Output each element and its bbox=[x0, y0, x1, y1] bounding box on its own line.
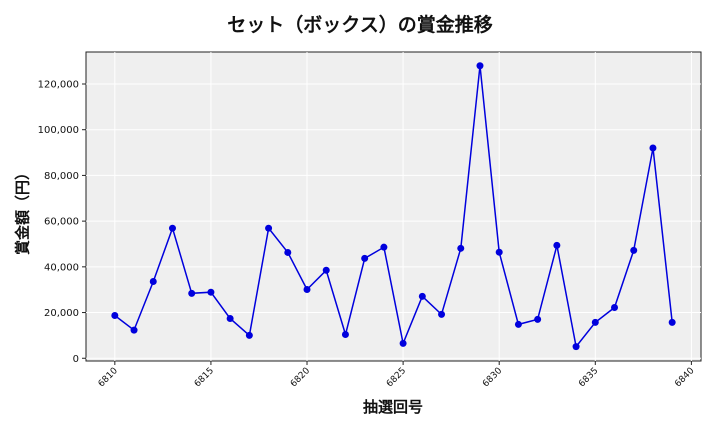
data-point bbox=[341, 330, 349, 338]
y-axis: 0 20,000 40,000 60,000 80,000 100,000 120,000 bbox=[38, 79, 86, 365]
x-tick-label: 6840 bbox=[673, 366, 696, 389]
data-point bbox=[226, 314, 234, 322]
x-tick-label: 6815 bbox=[193, 366, 216, 389]
data-point bbox=[649, 144, 657, 152]
data-point bbox=[130, 326, 138, 334]
data-point bbox=[630, 246, 638, 254]
data-point bbox=[611, 304, 619, 312]
data-point bbox=[322, 266, 330, 274]
data-point bbox=[361, 254, 369, 262]
data-point bbox=[476, 62, 484, 70]
data-point bbox=[495, 248, 503, 256]
grid-lines bbox=[86, 52, 701, 361]
data-point bbox=[534, 315, 542, 323]
data-point bbox=[207, 288, 215, 296]
y-tick-label: 0 bbox=[73, 354, 79, 365]
x-tick-label: 6810 bbox=[97, 366, 120, 389]
data-point bbox=[265, 224, 273, 232]
data-point bbox=[572, 343, 580, 351]
y-tick-label: 120,000 bbox=[38, 79, 79, 90]
data-point bbox=[380, 243, 388, 251]
data-point bbox=[399, 339, 407, 347]
y-tick-label: 60,000 bbox=[44, 217, 79, 228]
y-tick-label: 20,000 bbox=[44, 308, 79, 319]
x-tick-label: 6830 bbox=[481, 366, 504, 389]
data-point bbox=[168, 224, 176, 232]
y-tick-label: 80,000 bbox=[44, 171, 79, 182]
y-tick-label: 100,000 bbox=[38, 125, 79, 136]
x-tick-label: 6825 bbox=[385, 366, 408, 389]
data-point bbox=[553, 241, 561, 249]
data-point bbox=[438, 310, 446, 318]
chart-title: セット（ボックス）の賞金推移 bbox=[227, 14, 493, 36]
data-point bbox=[457, 244, 465, 252]
data-point bbox=[188, 289, 196, 297]
data-points bbox=[111, 62, 676, 351]
data-point bbox=[591, 318, 599, 326]
x-tick-label: 6820 bbox=[289, 366, 312, 389]
data-point bbox=[111, 312, 119, 320]
y-tick-label: 40,000 bbox=[44, 262, 79, 273]
data-point bbox=[149, 277, 157, 285]
data-point bbox=[284, 248, 292, 256]
x-axis-label: 抽選回号 bbox=[362, 398, 424, 416]
x-axis: 6810 6815 6820 6825 6830 6835 6840 bbox=[97, 361, 697, 389]
data-point bbox=[418, 292, 426, 300]
data-point bbox=[303, 285, 311, 293]
plot-area bbox=[85, 51, 702, 362]
data-point bbox=[668, 318, 676, 326]
x-tick-label: 6835 bbox=[577, 366, 600, 389]
data-point bbox=[245, 331, 253, 339]
data-point bbox=[514, 320, 522, 328]
